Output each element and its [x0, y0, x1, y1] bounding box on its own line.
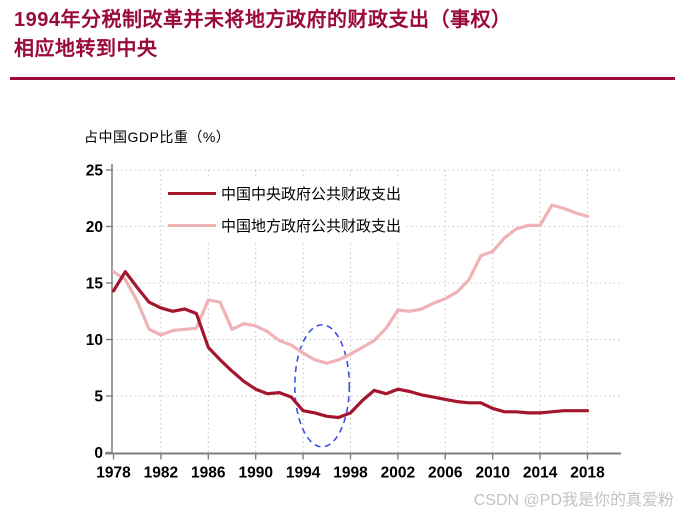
legend-label-central: 中国中央政府公共财政支出: [221, 185, 402, 203]
y-tick-label: 25: [86, 163, 104, 180]
legend-item-local: 中国地方政府公共财政支出: [168, 209, 408, 241]
x-tick-label: 2006: [428, 465, 463, 482]
x-tick-label: 1986: [191, 465, 226, 482]
title-divider: [10, 77, 675, 80]
legend-line-swatch-central: [168, 191, 216, 195]
y-axis-title: 占中国GDP比重（%）: [84, 129, 231, 145]
x-tick-label: 1998: [333, 465, 368, 482]
x-tick-label: 1978: [96, 465, 131, 482]
y-tick-label: 5: [94, 389, 103, 406]
chart-legend: 中国中央政府公共财政支出 中国地方政府公共财政支出: [168, 177, 408, 241]
x-tick-label: 1982: [144, 465, 178, 482]
x-tick-label: 2002: [381, 465, 415, 482]
legend-item-central: 中国中央政府公共财政支出: [168, 177, 408, 209]
watermark: CSDN @PD我是你的真爱粉: [473, 492, 674, 509]
y-tick-label: 0: [94, 445, 103, 462]
highlight-ellipse: [294, 324, 351, 448]
legend-line-swatch-local: [168, 223, 216, 227]
y-tick-label: 10: [86, 332, 103, 349]
x-tick-label: 2018: [570, 465, 605, 482]
page-title: 1994年分税制改革并未将地方政府的财政支出（事权） 相应地转到中央: [14, 9, 512, 60]
series-local-government-line: [111, 203, 590, 365]
legend-label-local: 中国地方政府公共财政支出: [221, 217, 402, 235]
x-tick-label: 2014: [523, 465, 558, 482]
x-tick-label: 1994: [286, 465, 321, 482]
y-tick-label: 20: [86, 219, 103, 236]
x-tick-label: 1990: [238, 465, 272, 482]
series-central-government-line: [111, 270, 590, 420]
x-tick-label: 2010: [475, 465, 509, 482]
y-tick-label: 15: [86, 276, 104, 293]
